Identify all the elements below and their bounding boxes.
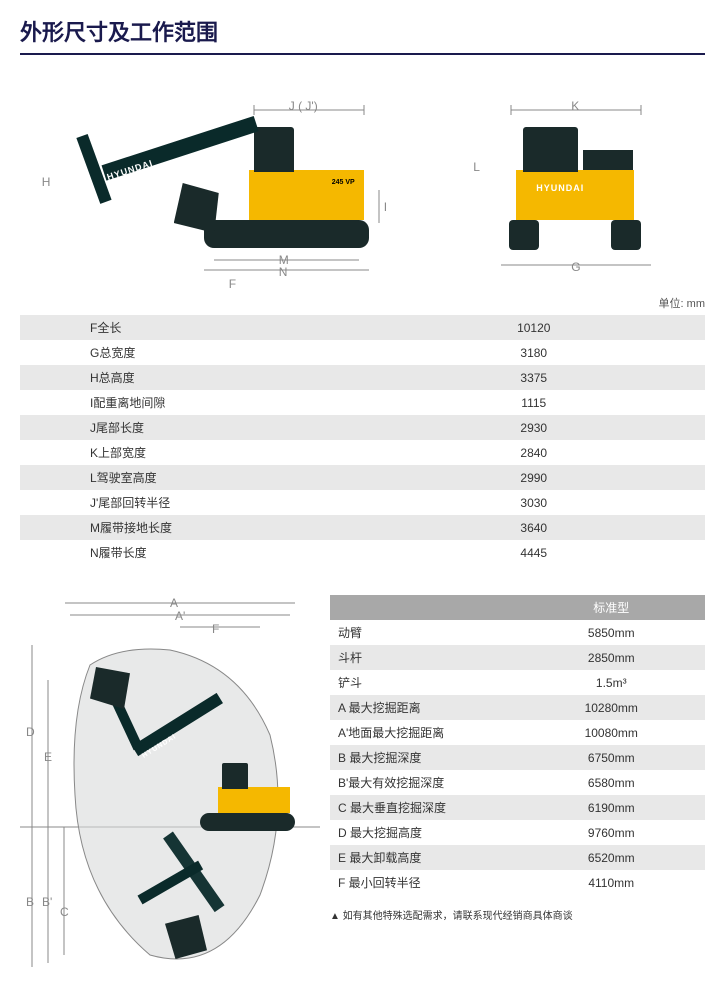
spec-value: 10080mm — [518, 720, 706, 745]
spec-label: A'地面最大挖掘距离 — [330, 720, 518, 745]
spec-label: N履带长度 — [20, 540, 363, 565]
excavator-front-view: K L G HYUNDAI — [491, 105, 661, 275]
spec-value: 3030 — [363, 490, 706, 515]
spec-value: 9760mm — [518, 820, 706, 845]
excavator-side-view: H J ( J') M N F I HYUNDAI 245 VP — [64, 105, 404, 275]
table-row: 斗杆2850mm — [330, 645, 705, 670]
working-range-diagram: A A' F B B' C D E — [20, 595, 320, 975]
dim-Aprime: A' — [175, 609, 185, 623]
bottom-section: A A' F B B' C D E — [20, 595, 705, 975]
spec-value: 2850mm — [518, 645, 706, 670]
table-row: F 最小回转半径4110mm — [330, 870, 705, 895]
dim-E: E — [44, 750, 52, 764]
table-row: B 最大挖掘深度6750mm — [330, 745, 705, 770]
spec-value: 4110mm — [518, 870, 706, 895]
spec-label: 动臂 — [330, 620, 518, 645]
footnote: 如有其他特殊选配需求，请联系现代经销商具体商谈 — [330, 907, 705, 922]
spec-value: 1.5m³ — [518, 670, 706, 695]
spec-value: 5850mm — [518, 620, 706, 645]
spec-value: 10280mm — [518, 695, 706, 720]
top-diagram: H J ( J') M N F I HYUNDAI 245 VP K L G — [20, 75, 705, 275]
dim-C: C — [60, 905, 69, 919]
table-row: B'最大有效挖掘深度6580mm — [330, 770, 705, 795]
spec-value: 6750mm — [518, 745, 706, 770]
spec-value: 6190mm — [518, 795, 706, 820]
table-row: A'地面最大挖掘距离10080mm — [330, 720, 705, 745]
spec-value: 4445 — [363, 540, 706, 565]
table-row: 动臂5850mm — [330, 620, 705, 645]
spec-label: F全长 — [20, 315, 363, 340]
table-row: M履带接地长度3640 — [20, 515, 705, 540]
brand-label-front: HYUNDAI — [536, 183, 584, 193]
spec-value: 2840 — [363, 440, 706, 465]
spec-label: 斗杆 — [330, 645, 518, 670]
spec-label: B'最大有效挖掘深度 — [330, 770, 518, 795]
spec-label: G总宽度 — [20, 340, 363, 365]
spec-label: C 最大垂直挖掘深度 — [330, 795, 518, 820]
spec-label: K上部宽度 — [20, 440, 363, 465]
table-row: J尾部长度2930 — [20, 415, 705, 440]
table-row: N履带长度4445 — [20, 540, 705, 565]
spec-value: 3375 — [363, 365, 706, 390]
spec-label: L驾驶室高度 — [20, 465, 363, 490]
dim-label-N: N — [279, 265, 288, 279]
table-row: K上部宽度2840 — [20, 440, 705, 465]
dim-label-F: F — [229, 277, 236, 291]
working-range-table: 标准型 动臂5850mm斗杆2850mm铲斗1.5m³A 最大挖掘距离10280… — [330, 595, 705, 895]
spec-value: 2930 — [363, 415, 706, 440]
dim-label-L: L — [473, 160, 480, 174]
spec-label: A 最大挖掘距离 — [330, 695, 518, 720]
table-row: E 最大卸载高度6520mm — [330, 845, 705, 870]
spec-value: 2990 — [363, 465, 706, 490]
spec-label: J尾部长度 — [20, 415, 363, 440]
table-row: L驾驶室高度2990 — [20, 465, 705, 490]
spec-label: E 最大卸载高度 — [330, 845, 518, 870]
spec-value: 6580mm — [518, 770, 706, 795]
page-title: 外形尺寸及工作范围 — [20, 15, 705, 55]
dim-A: A — [170, 596, 178, 610]
spec-label: J'尾部回转半径 — [20, 490, 363, 515]
dim-label-H: H — [42, 175, 51, 189]
spec2-header: 标准型 — [518, 595, 706, 620]
table-row: C 最大垂直挖掘深度6190mm — [330, 795, 705, 820]
table-row: A 最大挖掘距离10280mm — [330, 695, 705, 720]
table-row: D 最大挖掘高度9760mm — [330, 820, 705, 845]
table-row: I配重离地间隙1115 — [20, 390, 705, 415]
dimensions-table: F全长10120G总宽度3180H总高度3375I配重离地间隙1115J尾部长度… — [20, 315, 705, 565]
spec-label: M履带接地长度 — [20, 515, 363, 540]
dim-B: B — [26, 895, 34, 909]
spec-value: 1115 — [363, 390, 706, 415]
dim-label-J: J ( J') — [289, 99, 318, 113]
dim-F: F — [212, 622, 219, 636]
dim-label-I: I — [384, 200, 387, 214]
table-row: F全长10120 — [20, 315, 705, 340]
spec-value: 3640 — [363, 515, 706, 540]
unit-label: 单位: mm — [20, 295, 705, 311]
spec-value: 6520mm — [518, 845, 706, 870]
spec-value: 10120 — [363, 315, 706, 340]
dim-D: D — [26, 725, 35, 739]
spec-label: D 最大挖掘高度 — [330, 820, 518, 845]
dim-Bprime: B' — [42, 895, 52, 909]
table-row: G总宽度3180 — [20, 340, 705, 365]
spec-label: B 最大挖掘深度 — [330, 745, 518, 770]
table-row: H总高度3375 — [20, 365, 705, 390]
table-row: 铲斗1.5m³ — [330, 670, 705, 695]
dim-label-G: G — [571, 260, 580, 274]
spec-label: H总高度 — [20, 365, 363, 390]
dim-label-K: K — [571, 99, 579, 113]
spec-value: 3180 — [363, 340, 706, 365]
model-label-side: 245 VP — [332, 179, 355, 186]
spec-label: F 最小回转半径 — [330, 870, 518, 895]
table-row: J'尾部回转半径3030 — [20, 490, 705, 515]
spec-label: 铲斗 — [330, 670, 518, 695]
spec-label: I配重离地间隙 — [20, 390, 363, 415]
